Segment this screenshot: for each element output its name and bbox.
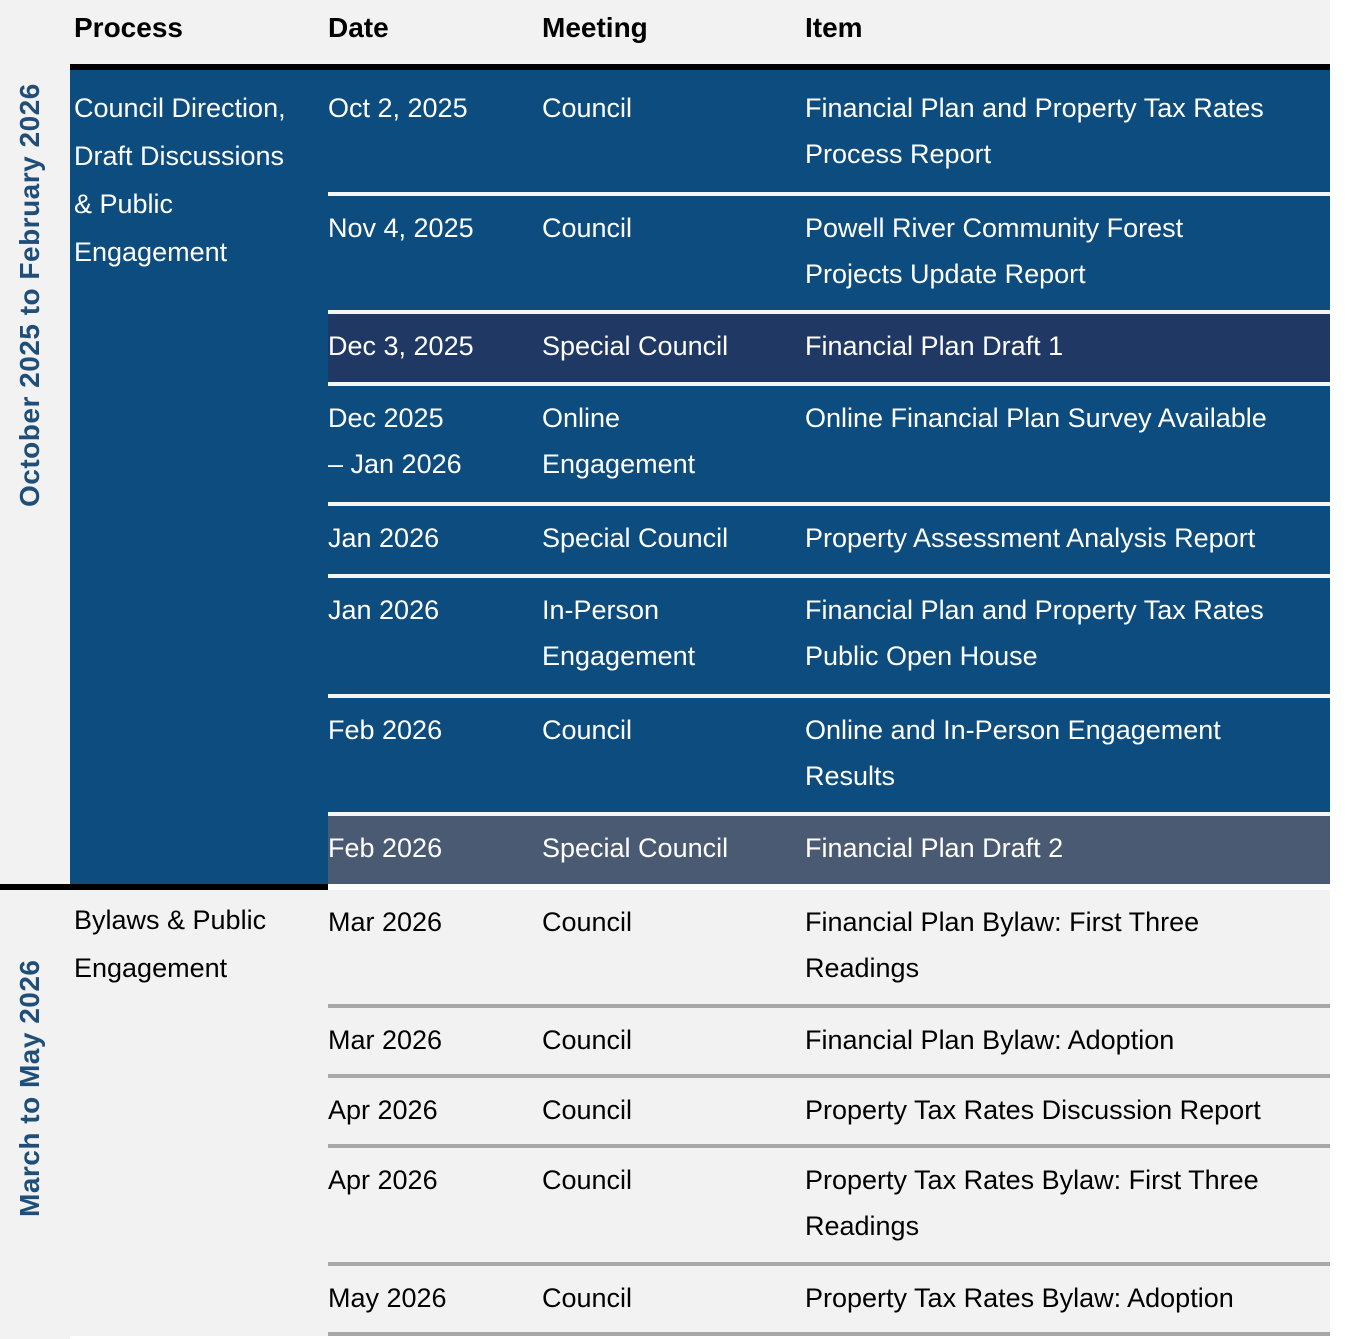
- item-cell: Property Tax Rates Bylaw: First Three Re…: [805, 1165, 1259, 1241]
- meeting-cell: In-Person Engagement: [542, 595, 696, 671]
- item-cell: Financial Plan Draft 1: [805, 331, 1064, 361]
- item-cell: Property Tax Rates Discussion Report: [805, 1095, 1261, 1125]
- item-cell: Online and In-Person Engagement Results: [805, 715, 1221, 791]
- item-cell: Financial Plan Draft 2: [805, 833, 1064, 863]
- section-2-side-label: March to May 2026: [14, 959, 45, 1217]
- item-cell: Powell River Community Forest Projects U…: [805, 213, 1184, 289]
- section-march-to-may: Bylaws & Public Engagement Mar 2026 Coun…: [70, 890, 1330, 1336]
- meeting-cell: Special Council: [542, 833, 729, 863]
- item-cell: Financial Plan Bylaw: First Three Readin…: [805, 907, 1200, 983]
- date-cell: Jan 2026: [328, 595, 440, 625]
- header-divider-rule: [70, 64, 1330, 70]
- date-cell: Dec 2025 – Jan 2026: [328, 403, 462, 479]
- column-header-meeting: Meeting: [542, 12, 648, 43]
- meeting-cell: Online Engagement: [542, 403, 696, 479]
- date-cell: Apr 2026: [328, 1095, 438, 1125]
- date-cell: Feb 2026: [328, 833, 443, 863]
- date-cell: Dec 3, 2025: [328, 331, 474, 361]
- table-row: Mar 2026 Council Financial Plan Bylaw: F…: [328, 890, 1330, 1008]
- meeting-cell: Council: [542, 1095, 633, 1125]
- date-cell: Oct 2, 2025: [328, 93, 468, 123]
- table-row-highlight-navy: Dec 3, 2025 Special Council Financial Pl…: [328, 314, 1330, 386]
- column-header-process: Process: [74, 12, 183, 43]
- date-cell: Nov 4, 2025: [328, 213, 474, 243]
- table-row: Jan 2026 In-Person Engagement Financial …: [328, 578, 1330, 698]
- item-cell: Financial Plan and Property Tax Rates Pu…: [805, 595, 1264, 671]
- section-october-to-february: Council Direction, Draft Discussions & P…: [70, 70, 1330, 884]
- meeting-cell: Council: [542, 93, 633, 123]
- meeting-cell: Council: [542, 907, 633, 937]
- table-row: May 2026 Council Property Tax Rates Byla…: [328, 1266, 1330, 1336]
- section-1-rows: Oct 2, 2025 Council Financial Plan and P…: [328, 70, 1330, 884]
- table-row: Feb 2026 Council Online and In-Person En…: [328, 698, 1330, 816]
- table-row: Mar 2026 Council Financial Plan Bylaw: A…: [328, 1008, 1330, 1078]
- meeting-cell: Council: [542, 213, 633, 243]
- table-row: Apr 2026 Council Property Tax Rates Disc…: [328, 1078, 1330, 1148]
- table-row: Oct 2, 2025 Council Financial Plan and P…: [328, 70, 1330, 196]
- table-header-row: Process Date Meeting Item: [70, 0, 1330, 64]
- section-2-rows: Mar 2026 Council Financial Plan Bylaw: F…: [328, 890, 1330, 1336]
- date-cell: Feb 2026: [328, 715, 443, 745]
- date-cell: May 2026: [328, 1283, 447, 1313]
- item-cell: Property Assessment Analysis Report: [805, 523, 1256, 553]
- table-row: Nov 4, 2025 Council Powell River Communi…: [328, 196, 1330, 314]
- item-cell: Financial Plan and Property Tax Rates Pr…: [805, 93, 1264, 169]
- column-header-item: Item: [805, 12, 863, 43]
- item-cell: Property Tax Rates Bylaw: Adoption: [805, 1283, 1234, 1313]
- column-header-date: Date: [328, 12, 389, 43]
- meeting-cell: Council: [542, 715, 633, 745]
- section-divider-rule: [0, 884, 328, 890]
- process-cell: Bylaws & Public Engagement: [74, 905, 267, 983]
- table-row: Dec 2025 – Jan 2026 Online Engagement On…: [328, 386, 1330, 506]
- meeting-cell: Special Council: [542, 331, 729, 361]
- side-strip: [0, 0, 70, 1339]
- table-row: Apr 2026 Council Property Tax Rates Byla…: [328, 1148, 1330, 1266]
- section-1-side-label: October 2025 to February 2026: [14, 83, 45, 507]
- table-row-highlight-gray: Feb 2026 Special Council Financial Plan …: [328, 816, 1330, 884]
- meeting-cell: Council: [542, 1165, 633, 1195]
- date-cell: Apr 2026: [328, 1165, 438, 1195]
- meeting-cell: Council: [542, 1283, 633, 1313]
- item-cell: Online Financial Plan Survey Available: [805, 403, 1267, 433]
- meeting-cell: Council: [542, 1025, 633, 1055]
- date-cell: Jan 2026: [328, 523, 440, 553]
- table-row: Jan 2026 Special Council Property Assess…: [328, 506, 1330, 578]
- meeting-cell: Special Council: [542, 523, 729, 553]
- date-cell: Mar 2026: [328, 1025, 443, 1055]
- date-cell: Mar 2026: [328, 907, 443, 937]
- item-cell: Financial Plan Bylaw: Adoption: [805, 1025, 1175, 1055]
- process-cell: Council Direction, Draft Discussions & P…: [74, 93, 286, 267]
